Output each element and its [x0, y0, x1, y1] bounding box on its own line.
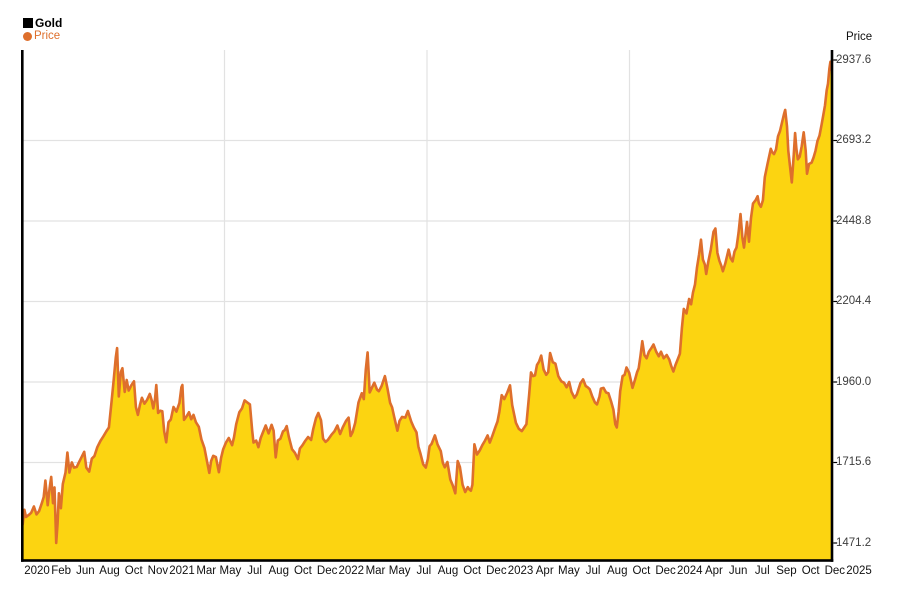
x-tick-label: Jun [76, 565, 95, 577]
bottom-axis [21, 559, 834, 562]
y-tick-label: 1960.0 [836, 375, 872, 388]
x-tick-label: Oct [632, 565, 651, 577]
price-area [22, 60, 832, 561]
x-tick-label: Mar [365, 565, 386, 577]
x-tick-label: Nov [147, 565, 169, 577]
x-tick-label: Jun [728, 565, 748, 577]
y-tick-label: 2448.8 [836, 214, 872, 227]
x-tick-label: May [219, 565, 242, 577]
price-series-label: Price [34, 30, 61, 42]
right-axis [830, 50, 834, 562]
x-tick-label: Feb [51, 565, 72, 577]
y-tick-label: 1715.6 [836, 456, 872, 468]
x-tick-label: Jul [247, 565, 262, 577]
x-tick-label: Aug [607, 565, 628, 577]
legend-row-price: Price [23, 30, 62, 42]
x-tick-label: Mar [196, 565, 217, 577]
x-tick-label: 2025 [846, 565, 872, 577]
x-tick-label: Aug [268, 565, 289, 577]
x-tick-label: Jul [585, 565, 601, 577]
x-tick-label: 2020 [24, 565, 50, 577]
x-tick-label: May [388, 565, 411, 577]
x-tick-label: 2023 [507, 565, 534, 577]
gold-series-swatch [23, 18, 33, 28]
x-tick-label: Dec [316, 565, 338, 577]
x-tick-label: Dec [486, 565, 507, 577]
y-tick-label: 2937.6 [836, 53, 872, 66]
chart-legend: Gold Price [23, 16, 63, 43]
left-axis [21, 50, 24, 562]
x-tick-label: Apr [535, 565, 554, 577]
y-tick-label: 1471.2 [836, 536, 872, 549]
x-tick-label: Dec [655, 565, 676, 577]
price-series-swatch [23, 31, 32, 41]
gold-series-label: Gold [35, 16, 63, 30]
price-line [21, 58, 834, 545]
x-tick-label: Dec [824, 565, 846, 577]
legend-row-gold: Gold [23, 16, 63, 30]
x-tick-label: Sep [776, 565, 797, 577]
x-tick-label: Oct [293, 565, 312, 577]
x-tick-label: Jul [416, 565, 432, 577]
x-tick-label: 2021 [169, 565, 195, 577]
x-tick-label: Oct [463, 565, 482, 577]
x-tick-label: Aug [437, 565, 459, 577]
y-tick-label: 2693.2 [836, 134, 872, 146]
y-axis-title: Price [846, 31, 873, 43]
y-tick-label: 2204.4 [836, 295, 872, 307]
x-tick-label: Aug [99, 565, 120, 577]
x-tick-label: Jul [754, 565, 770, 577]
x-tick-label: Oct [124, 565, 143, 577]
x-tick-label: 2022 [338, 565, 365, 577]
x-tick-label: Apr [704, 565, 723, 577]
x-tick-label: 2024 [676, 565, 703, 577]
x-tick-label: Oct [801, 565, 820, 577]
x-tick-label: May [558, 565, 580, 577]
